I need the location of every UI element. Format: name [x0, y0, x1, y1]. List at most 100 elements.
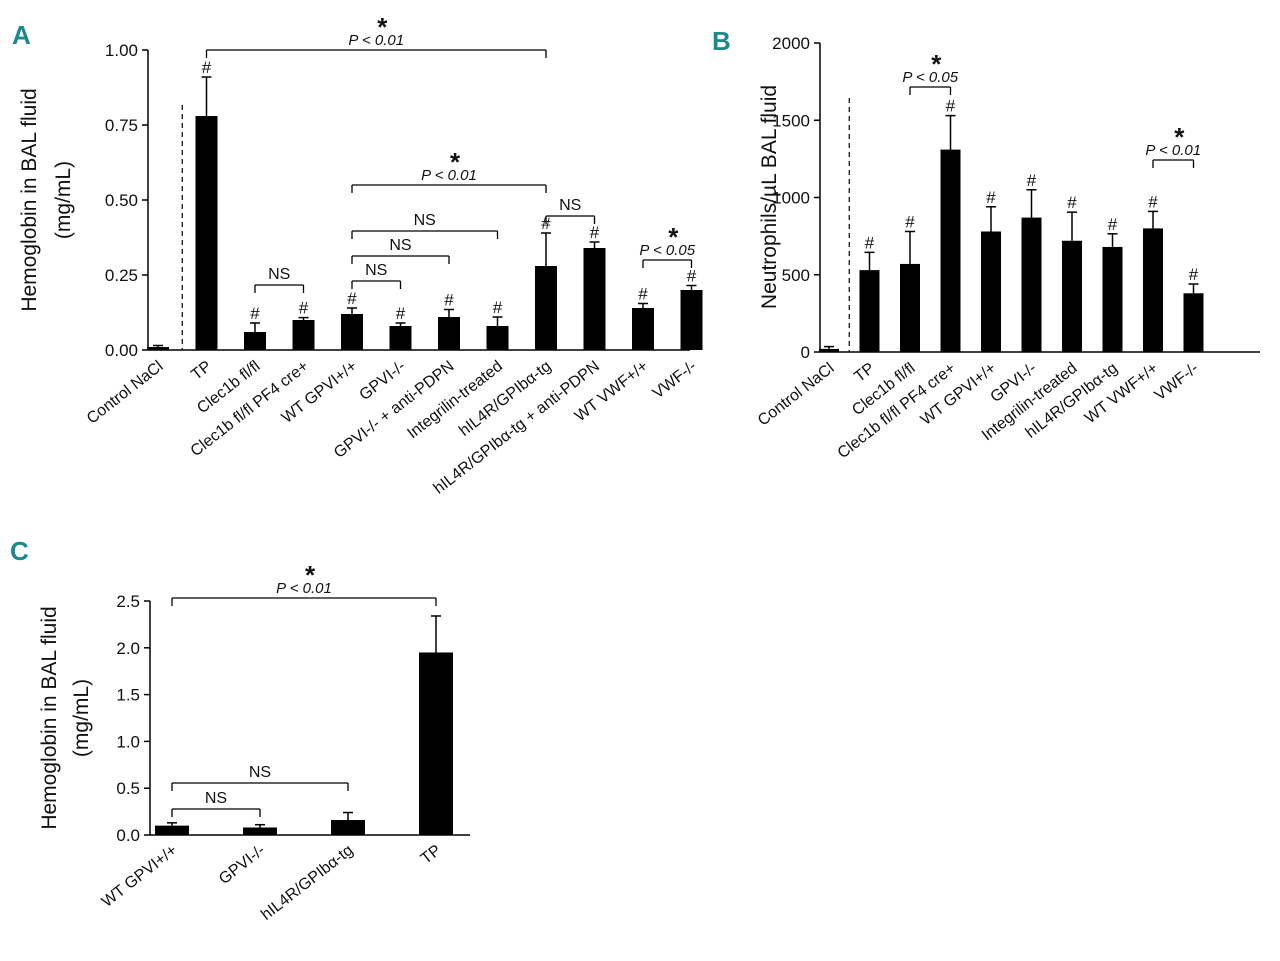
y-tick-label: 0.5 — [116, 779, 140, 798]
category-label: VWF-/- — [650, 358, 700, 403]
y-tick-label: 0 — [801, 343, 810, 362]
category-label: Control NaCl — [84, 358, 167, 428]
y-axis-label: Hemoglobin in BAL fluid — [18, 88, 41, 311]
y-tick-label: 2.0 — [116, 639, 140, 658]
bar — [1062, 240, 1082, 352]
p-value-label: P < 0.01 — [348, 32, 404, 49]
bar — [438, 317, 460, 350]
significance-hash: # — [202, 58, 212, 77]
significance-hash: # — [1108, 215, 1118, 234]
bar — [1021, 217, 1042, 352]
y-tick-label: 0.0 — [116, 826, 140, 845]
ns-label: NS — [268, 266, 290, 283]
bar — [819, 348, 839, 352]
ns-label: NS — [249, 764, 271, 781]
bar — [900, 263, 920, 352]
y-tick-label: 1.00 — [105, 41, 138, 60]
category-label: WT GPVI+/+ — [99, 842, 181, 911]
y-tick-label: 0.50 — [105, 191, 138, 210]
ns-label: NS — [365, 262, 387, 279]
significance-hash: # — [1189, 265, 1199, 284]
significance-hash: # — [493, 298, 503, 317]
y-tick-label: 0.00 — [105, 341, 138, 360]
bar — [981, 231, 1001, 352]
bar — [147, 347, 169, 350]
p-value-label: P < 0.01 — [1145, 142, 1201, 159]
chart-panel-b: B 0 500 1000 1500 2000 Neutrophils/µL BAL flui… — [712, 26, 1260, 462]
asterisk-mark: * — [931, 49, 942, 79]
significance-bracket: P < 0.05* — [902, 49, 959, 95]
significance-hash: # — [638, 285, 648, 304]
y-tick-label: 1.0 — [116, 732, 140, 751]
bar — [535, 266, 557, 350]
significance-hash: # — [444, 291, 454, 310]
significance-hash: # — [905, 212, 915, 231]
panel-label-b: B — [712, 26, 731, 56]
ns-label: NS — [559, 197, 581, 214]
significance-bracket: NS — [351, 237, 450, 264]
category-label: TP — [851, 360, 878, 386]
ns-label: NS — [389, 237, 411, 254]
y-tick-label: 2.5 — [116, 592, 140, 611]
significance-bracket: NS — [171, 764, 349, 791]
significance-bracket: P < 0.01* — [1145, 122, 1201, 168]
asterisk-mark: * — [1174, 122, 1185, 152]
p-value-label: P < 0.01 — [276, 580, 332, 597]
significance-bracket: NS — [171, 790, 261, 817]
bar — [632, 308, 654, 350]
bar — [243, 827, 277, 835]
bar — [292, 320, 315, 350]
y-tick-label: 0.75 — [105, 116, 138, 135]
category-label: VWF-/- — [1152, 360, 1202, 405]
p-value-label: P < 0.01 — [421, 167, 477, 184]
p-value-label: P < 0.05 — [639, 242, 695, 259]
ns-label: NS — [205, 790, 227, 807]
significance-hash: # — [1027, 171, 1037, 190]
bar — [859, 270, 880, 352]
significance-bracket: P < 0.01* — [205, 12, 547, 58]
significance-bracket: NS — [351, 262, 402, 289]
y-tick-label: 0.25 — [105, 266, 138, 285]
bar — [680, 290, 703, 350]
significance-bracket: P < 0.01* — [351, 147, 547, 193]
significance-hash: # — [347, 289, 357, 308]
significance-bracket: P < 0.05* — [639, 222, 696, 268]
y-tick-label: 2000 — [772, 34, 810, 53]
significance-bracket: NS — [254, 266, 305, 293]
bar — [331, 820, 365, 835]
panel-label-a: A — [12, 20, 31, 50]
category-label: GPVI-/- — [216, 842, 269, 888]
bar — [341, 314, 363, 350]
y-axis-label: Neutrophils/µL BAL fluid — [758, 85, 781, 309]
significance-hash: # — [1067, 193, 1077, 212]
significance-hash: # — [865, 233, 875, 252]
category-label: TP — [418, 842, 445, 868]
category-label: Control NaCl — [755, 360, 838, 430]
y-axis-label-units: (mg/mL) — [52, 161, 75, 239]
significance-hash: # — [590, 223, 600, 242]
significance-hash: # — [946, 97, 956, 116]
bar — [1183, 293, 1204, 352]
y-tick-label: 1000 — [772, 189, 810, 208]
bar — [155, 825, 189, 835]
ns-label: NS — [414, 212, 436, 229]
asterisk-mark: * — [377, 12, 388, 42]
p-value-label: P < 0.05 — [902, 69, 958, 86]
significance-hash: # — [396, 304, 406, 323]
significance-bracket: NS — [545, 197, 596, 224]
y-tick-label: 1.5 — [116, 686, 140, 705]
significance-hash: # — [1148, 192, 1158, 211]
y-tick-label: 500 — [782, 266, 810, 285]
panel-label-c: C — [10, 536, 29, 566]
bar — [486, 326, 509, 350]
significance-hash: # — [299, 299, 309, 318]
category-label: TP — [188, 358, 215, 384]
significance-bracket: NS — [351, 212, 499, 239]
significance-hash: # — [986, 188, 996, 207]
bar — [244, 332, 266, 350]
chart-panel-a: A 0.00 0.25 0.50 0.75 1.00 Hemoglobin in BAL f… — [12, 12, 703, 498]
bar — [1143, 228, 1163, 352]
bar — [940, 149, 961, 352]
asterisk-mark: * — [668, 222, 679, 252]
